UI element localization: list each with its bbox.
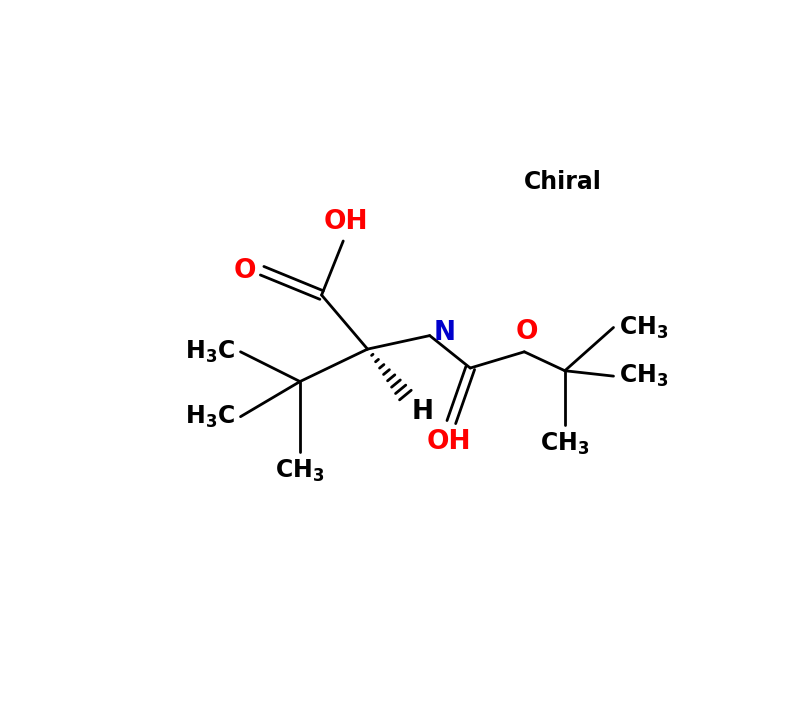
Text: $\mathbf{H_3C}$: $\mathbf{H_3C}$ — [185, 338, 235, 365]
Text: O: O — [516, 319, 538, 345]
Text: O: O — [233, 258, 255, 284]
Text: H: H — [412, 399, 434, 425]
Text: $\mathbf{CH_3}$: $\mathbf{CH_3}$ — [619, 363, 668, 389]
Text: $\mathbf{CH_3}$: $\mathbf{CH_3}$ — [540, 431, 589, 458]
Text: $\mathbf{CH_3}$: $\mathbf{CH_3}$ — [275, 458, 325, 484]
Text: $\mathbf{H_3C}$: $\mathbf{H_3C}$ — [185, 404, 235, 430]
Text: N: N — [434, 320, 456, 346]
Text: $\mathbf{CH_3}$: $\mathbf{CH_3}$ — [619, 314, 668, 340]
Text: Chiral: Chiral — [524, 170, 602, 194]
Text: OH: OH — [426, 428, 471, 455]
Text: OH: OH — [324, 208, 368, 234]
